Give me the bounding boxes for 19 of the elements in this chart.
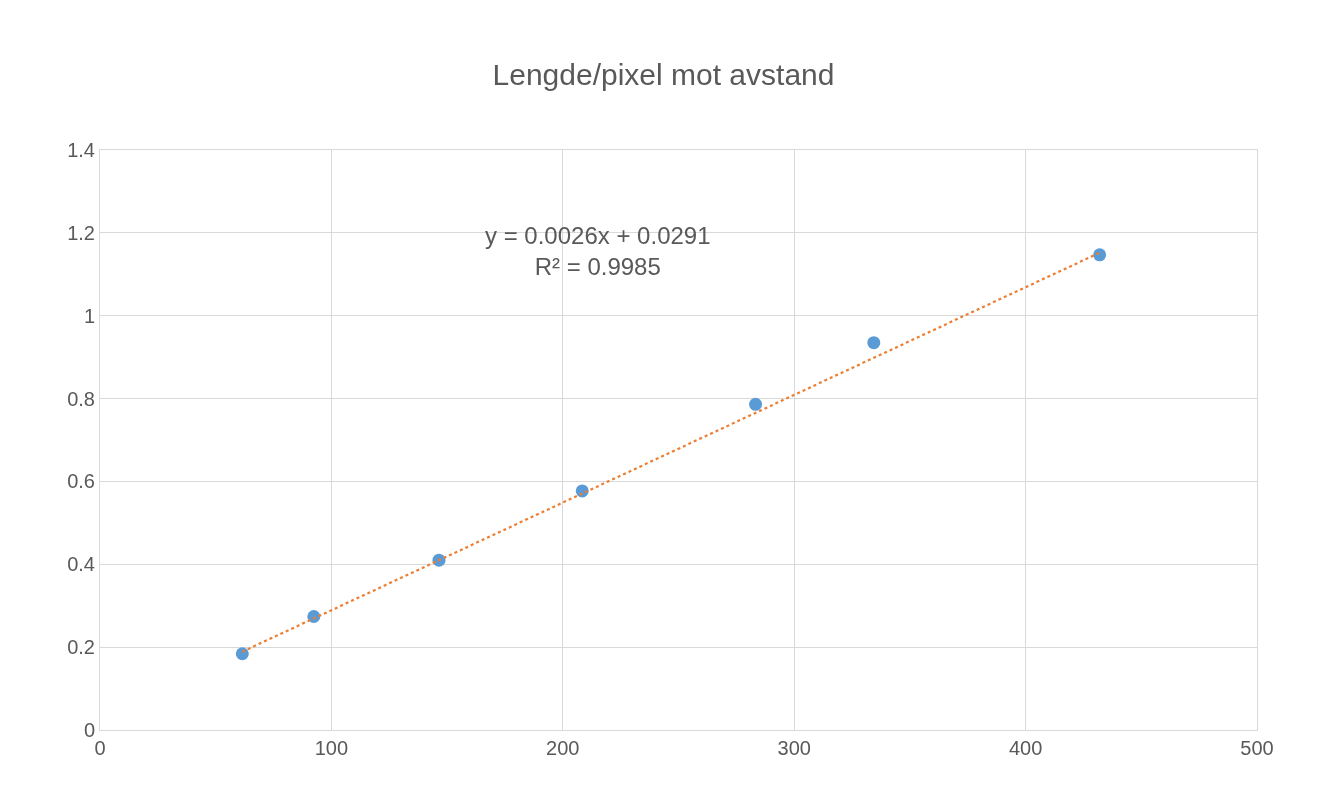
point — [867, 336, 881, 350]
y-tick-label: 0.6 — [67, 470, 95, 493]
x-tick-label: 200 — [546, 737, 580, 759]
y-tick-label: 1.2 — [67, 221, 95, 244]
point — [235, 647, 249, 661]
y-tick-label: 1.4 — [67, 139, 95, 161]
chart-title: Lengde/pixel mot avstand — [492, 58, 835, 91]
y-tick-label: 0.2 — [67, 636, 95, 659]
point — [1093, 248, 1107, 262]
point — [749, 397, 763, 411]
x-tick-label: 400 — [1008, 737, 1043, 759]
y-tick-label: 0.8 — [67, 387, 95, 410]
y-tick-label: 0.4 — [67, 553, 95, 576]
x-tick-label: 100 — [314, 737, 349, 759]
x-tick-label: 300 — [777, 737, 811, 759]
x-tick-label: 500 — [1240, 737, 1274, 759]
annotation: y = 0.0026x + 0.0291 R² = 0.9985 — [485, 222, 711, 281]
y-tick-label: 1 — [83, 304, 95, 327]
y-tick-label: 0 — [83, 719, 95, 741]
